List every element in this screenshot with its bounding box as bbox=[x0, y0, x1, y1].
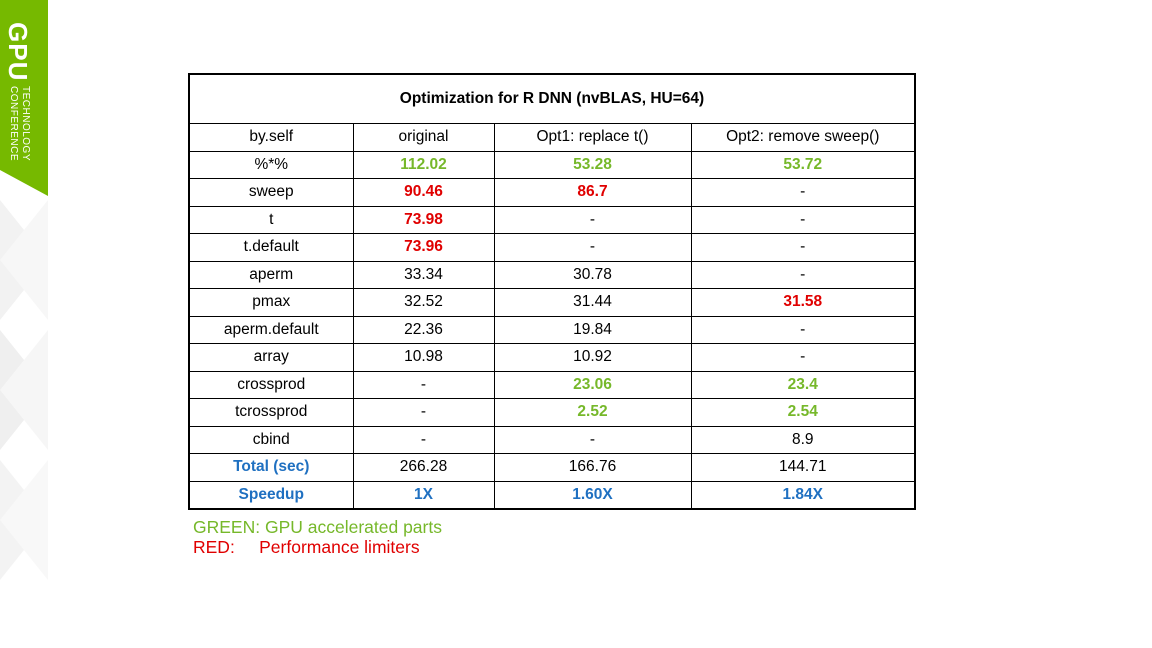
table-cell: sweep bbox=[188, 178, 354, 207]
table-cell: 31.44 bbox=[493, 288, 692, 317]
table-cell: 32.52 bbox=[352, 288, 495, 317]
table-cell: 53.72 bbox=[690, 150, 916, 179]
table-cell: - bbox=[690, 178, 916, 207]
table-cell: 112.02 bbox=[352, 150, 495, 179]
table-row: Speedup 1X 1.60X 1.84X bbox=[188, 480, 916, 510]
table-cell: 144.71 bbox=[690, 453, 916, 482]
table-cell: - bbox=[690, 343, 916, 372]
table-row: tcrossprod -2.52 2.54 bbox=[188, 398, 916, 427]
table-cell: by.self bbox=[188, 123, 354, 152]
table-cell: 2.52 bbox=[493, 398, 692, 427]
table-cell: 8.9 bbox=[690, 425, 916, 454]
table-row: array 10.98 10.92- bbox=[188, 343, 916, 372]
table-cell: 266.28 bbox=[352, 453, 495, 482]
table-cell: cbind bbox=[188, 425, 354, 454]
table-row: cbind - -8.9 bbox=[188, 425, 916, 454]
table-cell: Opt2: remove sweep() bbox=[690, 123, 916, 152]
table-cell: - bbox=[690, 233, 916, 262]
table-cell: 23.4 bbox=[690, 370, 916, 399]
legend-red: RED: Performance limiters bbox=[193, 537, 420, 557]
table-cell: - bbox=[352, 425, 495, 454]
table-cell: 1X bbox=[352, 480, 495, 510]
table-row: aperm 33.34 30.78- bbox=[188, 260, 916, 289]
table-cell: crossprod bbox=[188, 370, 354, 399]
table-cell: 2.54 bbox=[690, 398, 916, 427]
table-cell: 10.98 bbox=[352, 343, 495, 372]
logo-text: GPU bbox=[3, 22, 33, 82]
table-cell: 31.58 bbox=[690, 288, 916, 317]
table-cell: - bbox=[690, 315, 916, 344]
table-cell: Total (sec) bbox=[188, 453, 354, 482]
table-cell: array bbox=[188, 343, 354, 372]
table-cell: 53.28 bbox=[493, 150, 692, 179]
table: Optimization for R DNN (nvBLAS, HU=64) b… bbox=[188, 73, 916, 510]
table-cell: 10.92 bbox=[493, 343, 692, 372]
table-cell: tcrossprod bbox=[188, 398, 354, 427]
table-row: crossprod -23.06 23.4 bbox=[188, 370, 916, 399]
table-title: Optimization for R DNN (nvBLAS, HU=64) bbox=[188, 73, 916, 124]
table-cell: %*% bbox=[188, 150, 354, 179]
logo-text: CONFERENCE bbox=[8, 86, 19, 162]
table-cell: 86.7 bbox=[493, 178, 692, 207]
table-cell: 73.98 bbox=[352, 205, 495, 234]
table-cell: 33.34 bbox=[352, 260, 495, 289]
table-cell: 1.60X bbox=[493, 480, 692, 510]
table-cell: t bbox=[188, 205, 354, 234]
table-row: aperm.default 22.36 19.84- bbox=[188, 315, 916, 344]
table-cell: - bbox=[352, 398, 495, 427]
table-row: %*% 112.02 53.28 53.72 bbox=[188, 150, 916, 179]
table-cell: 166.76 bbox=[493, 453, 692, 482]
table-row: sweep 90.46 86.7- bbox=[188, 178, 916, 207]
table-cell: t.default bbox=[188, 233, 354, 262]
table-cell: original bbox=[352, 123, 495, 152]
table-cell: 30.78 bbox=[493, 260, 692, 289]
table-row: by.self original Opt1: replace t() Opt2: re… bbox=[188, 123, 916, 152]
table-row: pmax 32.52 31.44 31.58 bbox=[188, 288, 916, 317]
table-cell: - bbox=[493, 205, 692, 234]
table-row: Total (sec) 266.28 166.76 144.71 bbox=[188, 453, 916, 482]
table-cell: 19.84 bbox=[493, 315, 692, 344]
table-cell: aperm.default bbox=[188, 315, 354, 344]
logo-text: TECHNOLOGY bbox=[20, 86, 31, 162]
table-cell: Opt1: replace t() bbox=[493, 123, 692, 152]
table-cell: - bbox=[352, 370, 495, 399]
table-cell: aperm bbox=[188, 260, 354, 289]
table-cell: - bbox=[690, 260, 916, 289]
table-cell: 90.46 bbox=[352, 178, 495, 207]
table-cell: 22.36 bbox=[352, 315, 495, 344]
table-cell: - bbox=[493, 425, 692, 454]
logo-band bbox=[0, 0, 48, 196]
table-cell: - bbox=[690, 205, 916, 234]
table-row: t.default 73.96- - bbox=[188, 233, 916, 262]
table-cell: 1.84X bbox=[690, 480, 916, 510]
table-row: t 73.98- - bbox=[188, 205, 916, 234]
table-cell: 73.96 bbox=[352, 233, 495, 262]
legend-green: GREEN: GPU accelerated parts bbox=[193, 517, 442, 537]
table-cell: - bbox=[493, 233, 692, 262]
table-cell: 23.06 bbox=[493, 370, 692, 399]
table-cell: pmax bbox=[188, 288, 354, 317]
table-cell: Speedup bbox=[188, 480, 354, 510]
